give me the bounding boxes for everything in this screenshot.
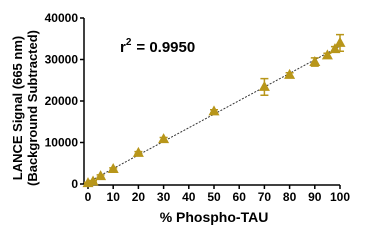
trendline (87, 45, 341, 183)
point (107, 163, 119, 174)
x-tick-label: 60 (233, 190, 247, 204)
point (334, 36, 346, 47)
y-label-line: (Background Subtracted) (25, 30, 40, 186)
point (258, 80, 270, 91)
y-label-line: LANCE Signal (665 nm) (10, 36, 25, 180)
y-tick-label: 30000 (45, 53, 79, 67)
point (208, 105, 220, 116)
y-tick-label: 20000 (45, 94, 79, 108)
x-tick-label: 0 (85, 190, 92, 204)
point (284, 68, 296, 79)
annotation-text: = 0.9950 (136, 39, 195, 56)
annotation-sup: 2 (126, 37, 132, 48)
point (309, 55, 321, 66)
x-tick-label: 70 (258, 190, 272, 204)
x-tick-label: 100 (330, 190, 350, 204)
point (87, 175, 99, 186)
annotation: r2 = 0.9950 (120, 37, 195, 56)
y-axis-title: LANCE Signal (665 nm) (Background Subtra… (10, 30, 40, 186)
x-axis-title: % Phospho-TAU (160, 209, 269, 225)
x-tick-label: 40 (182, 190, 196, 204)
y-tick-label: 0 (71, 177, 78, 191)
y-tick-label: 40000 (45, 11, 79, 25)
x-tick-label: 80 (283, 190, 297, 204)
x-tick-label: 30 (157, 190, 171, 204)
point (321, 49, 333, 60)
x-tick-label: 20 (132, 190, 146, 204)
y-tick-label: 10000 (45, 136, 79, 150)
point (158, 133, 170, 144)
x-tick-label: 90 (308, 190, 322, 204)
annotation-base: r (120, 39, 126, 56)
point (132, 146, 144, 157)
x-tick-label: 10 (107, 190, 121, 204)
x-tick-label: 50 (207, 190, 221, 204)
point (95, 170, 107, 181)
